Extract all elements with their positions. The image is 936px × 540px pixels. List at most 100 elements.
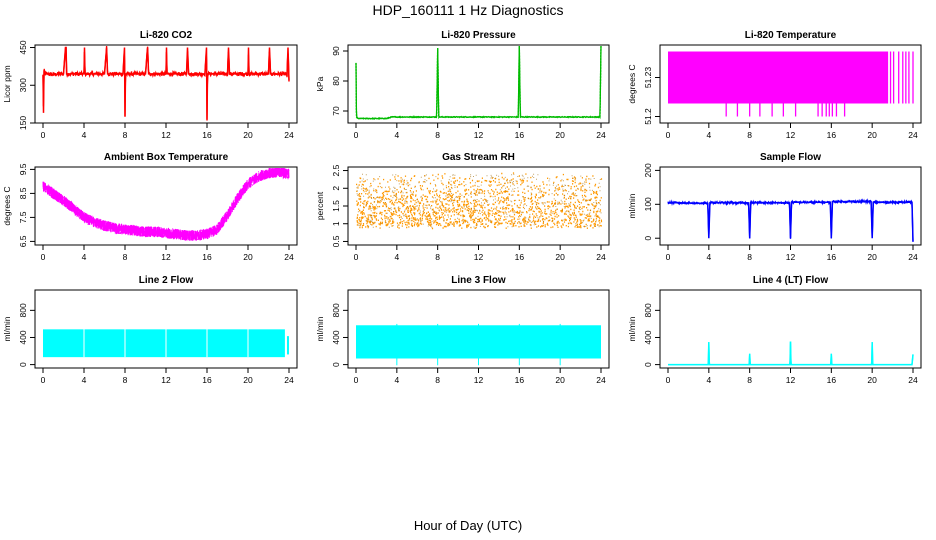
panel-title: Li-820 Temperature	[745, 30, 837, 41]
x-tick-label: 4	[706, 252, 711, 262]
x-tick-label: 12	[474, 252, 484, 262]
panel-title: Line 2 Flow	[139, 275, 194, 286]
x-tick-label: 24	[908, 130, 918, 140]
x-tick-label: 12	[474, 130, 484, 140]
x-tick-label: 12	[161, 252, 171, 262]
x-tick-label: 0	[41, 130, 46, 140]
panel-y-axis-label: ml/min	[2, 316, 12, 341]
y-tick-label: 80	[331, 76, 341, 86]
y-tick-label: 7.5	[18, 211, 28, 223]
data-layer	[42, 168, 290, 241]
panel-1: Li-820 CO2 Licor ppm 150 300 450 0 4 8 12 16 20 24	[2, 30, 298, 140]
panel-y-axis-label: degrees C	[627, 64, 637, 103]
x-tick-label: 4	[394, 252, 399, 262]
x-tick-label: 12	[786, 130, 796, 140]
rh-points-dark	[356, 173, 602, 228]
panel-y-axis-label: ml/min	[627, 316, 637, 341]
panel-title: Gas Stream RH	[442, 152, 515, 163]
x-tick-label: 0	[354, 130, 359, 140]
x-tick-label: 12	[786, 252, 796, 262]
rh-points	[356, 172, 603, 230]
x-tick-label: 0	[666, 375, 671, 385]
y-tick-label: 200	[643, 163, 653, 177]
x-tick-label: 20	[867, 375, 877, 385]
y-tick-label: 400	[18, 330, 28, 344]
x-tick-label: 20	[243, 375, 253, 385]
panel-title: Line 3 Flow	[451, 275, 506, 286]
series-line	[355, 46, 602, 121]
x-tick-label: 12	[161, 375, 171, 385]
panel-frame	[347, 44, 610, 124]
y-tick-label: 1	[331, 221, 341, 226]
y-tick-label: 9.5	[18, 163, 28, 175]
panel-title: Li-820 CO2	[140, 30, 193, 41]
figure-title: HDP_160111 1 Hz Diagnostics	[372, 2, 564, 18]
x-tick-label: 24	[596, 130, 606, 140]
panel-3: Li-820 Temperature degrees C 51.2 51.23 0 4 8 1…	[627, 30, 922, 140]
x-tick-label: 4	[706, 375, 711, 385]
y-tick-label: 2.5	[331, 164, 341, 176]
y-tick-label: 51.2	[643, 108, 653, 125]
panel-6: Sample Flow ml/min 0 100 200 0 4 8 12 16 20 24	[627, 152, 922, 262]
y-tick-label: 1.5	[331, 200, 341, 212]
panel-title: Ambient Box Temperature	[104, 152, 229, 163]
data-layer	[356, 323, 601, 366]
data-layer	[355, 46, 602, 121]
y-tick-label: 0	[643, 236, 653, 241]
x-tick-label: 20	[555, 130, 565, 140]
x-tick-label: 24	[908, 375, 918, 385]
y-tick-label: 90	[331, 46, 341, 56]
panel-y-axis-label: Licor ppm	[2, 65, 12, 102]
x-tick-label: 0	[41, 252, 46, 262]
x-tick-label: 8	[747, 375, 752, 385]
x-tick-label: 4	[82, 130, 87, 140]
y-tick-label: 70	[331, 106, 341, 116]
series-spikes	[667, 200, 914, 242]
x-tick-label: 8	[435, 375, 440, 385]
flow-band	[43, 329, 285, 358]
x-tick-label: 24	[908, 252, 918, 262]
panel-y-axis-label: percent	[315, 191, 325, 220]
x-tick-label: 4	[82, 252, 87, 262]
series-line	[42, 168, 290, 241]
y-tick-label: 51.23	[643, 67, 653, 89]
y-tick-label: 400	[643, 330, 653, 344]
series-spikes	[42, 46, 290, 121]
panel-y-axis-label: ml/min	[627, 193, 637, 218]
x-tick-label: 20	[243, 252, 253, 262]
x-tick-label: 16	[515, 130, 525, 140]
x-tick-label: 0	[666, 252, 671, 262]
x-tick-label: 8	[123, 375, 128, 385]
panel-y-axis-label: ml/min	[315, 316, 325, 341]
x-tick-label: 8	[123, 130, 128, 140]
x-tick-label: 4	[82, 375, 87, 385]
panel-5: Gas Stream RH percent 0.5 1 1.5 2 2.5 0 4 8 12 16 20…	[315, 152, 610, 262]
x-tick-label: 0	[41, 375, 46, 385]
series-spikes	[355, 46, 602, 120]
x-tick-label: 8	[747, 252, 752, 262]
data-layer	[43, 327, 289, 358]
x-tick-label: 20	[555, 252, 565, 262]
y-tick-label: 0	[18, 362, 28, 367]
x-tick-label: 0	[354, 252, 359, 262]
y-tick-label: 100	[643, 197, 653, 211]
y-tick-label: 300	[18, 78, 28, 92]
x-tick-label: 8	[123, 252, 128, 262]
y-tick-label: 800	[331, 303, 341, 317]
x-tick-label: 24	[284, 130, 294, 140]
x-tick-label: 16	[827, 130, 837, 140]
panel-title: Sample Flow	[760, 152, 821, 163]
x-tick-label: 20	[867, 252, 877, 262]
x-tick-label: 12	[161, 130, 171, 140]
y-tick-label: 0.5	[331, 235, 341, 247]
x-tick-label: 16	[827, 375, 837, 385]
x-tick-label: 24	[284, 375, 294, 385]
y-tick-label: 0	[331, 362, 341, 367]
y-tick-label: 2	[331, 186, 341, 191]
x-tick-label: 8	[435, 252, 440, 262]
x-tick-label: 16	[202, 130, 212, 140]
ambient-noise	[42, 168, 290, 241]
y-tick-label: 0	[643, 362, 653, 367]
panel-title: Line 4 (LT) Flow	[753, 275, 829, 286]
x-tick-label: 12	[474, 375, 484, 385]
